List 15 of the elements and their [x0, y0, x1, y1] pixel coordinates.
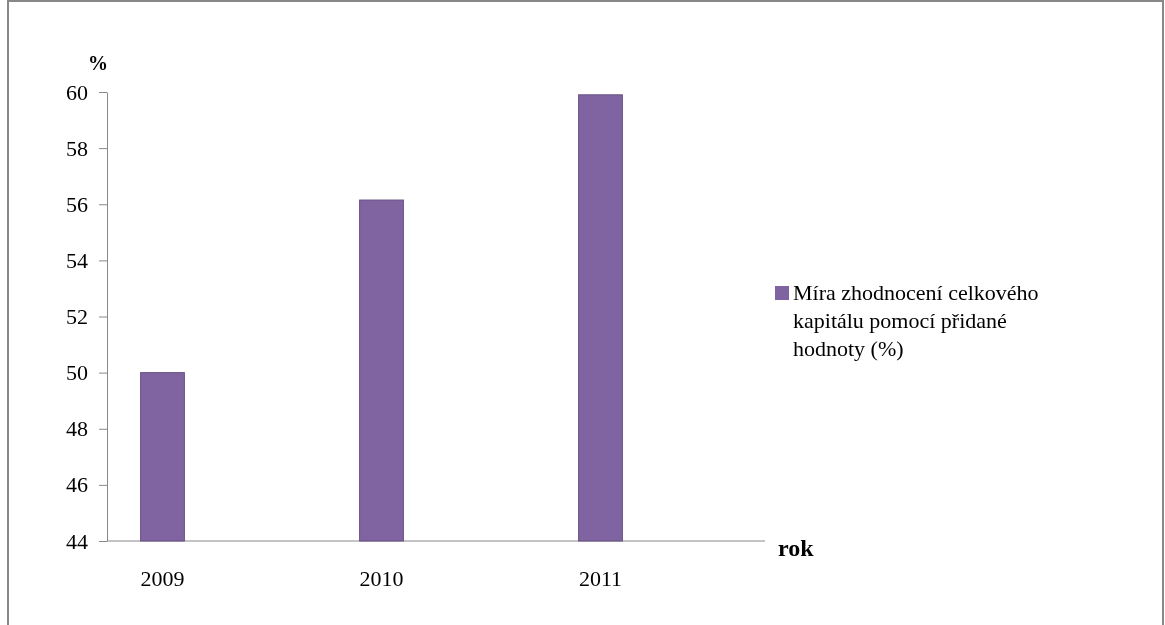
y-tick-label: 54	[66, 247, 88, 273]
x-tick-label: 2009	[140, 565, 185, 591]
y-axis-title: %	[88, 52, 108, 74]
x-tick-label: 2011	[578, 565, 623, 591]
y-tick-label: 56	[66, 191, 88, 217]
x-tick-label: 2010	[359, 565, 404, 591]
y-tick-label: 46	[66, 472, 88, 498]
y-tick-label: 44	[66, 528, 88, 554]
x-axis-title: rok	[778, 535, 815, 561]
y-tick-label: 52	[66, 304, 88, 330]
y-tick-label: 48	[66, 416, 88, 442]
legend-label: Míra zhodnocení celkového kapitálu pomocí přidané hodnoty (%)	[793, 280, 1039, 361]
y-tick-label: 58	[66, 135, 88, 161]
y-tick-label: 50	[66, 360, 88, 386]
y-tick-label: 60	[66, 79, 88, 105]
